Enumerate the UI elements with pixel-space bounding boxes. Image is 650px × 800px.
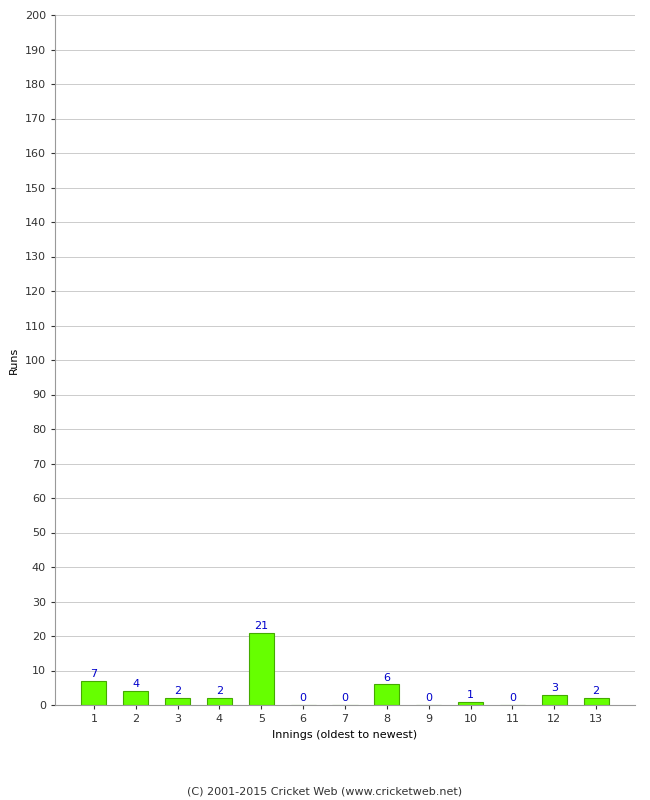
Text: 7: 7 xyxy=(90,669,98,679)
Bar xyxy=(458,702,483,705)
Bar xyxy=(584,698,608,705)
Bar xyxy=(249,633,274,705)
Bar xyxy=(124,691,148,705)
Text: 0: 0 xyxy=(341,694,348,703)
X-axis label: Innings (oldest to newest): Innings (oldest to newest) xyxy=(272,730,417,739)
Text: 4: 4 xyxy=(132,679,139,690)
Bar xyxy=(81,681,107,705)
Bar xyxy=(374,684,399,705)
Text: 6: 6 xyxy=(384,673,391,682)
Text: 2: 2 xyxy=(216,686,223,696)
Bar xyxy=(165,698,190,705)
Y-axis label: Runs: Runs xyxy=(9,346,20,374)
Bar xyxy=(541,694,567,705)
Text: 0: 0 xyxy=(425,694,432,703)
Text: (C) 2001-2015 Cricket Web (www.cricketweb.net): (C) 2001-2015 Cricket Web (www.cricketwe… xyxy=(187,786,463,796)
Text: 2: 2 xyxy=(174,686,181,696)
Text: 21: 21 xyxy=(254,621,268,631)
Text: 1: 1 xyxy=(467,690,474,700)
Text: 3: 3 xyxy=(551,683,558,693)
Text: 0: 0 xyxy=(300,694,307,703)
Text: 0: 0 xyxy=(509,694,516,703)
Text: 2: 2 xyxy=(593,686,600,696)
Bar xyxy=(207,698,232,705)
